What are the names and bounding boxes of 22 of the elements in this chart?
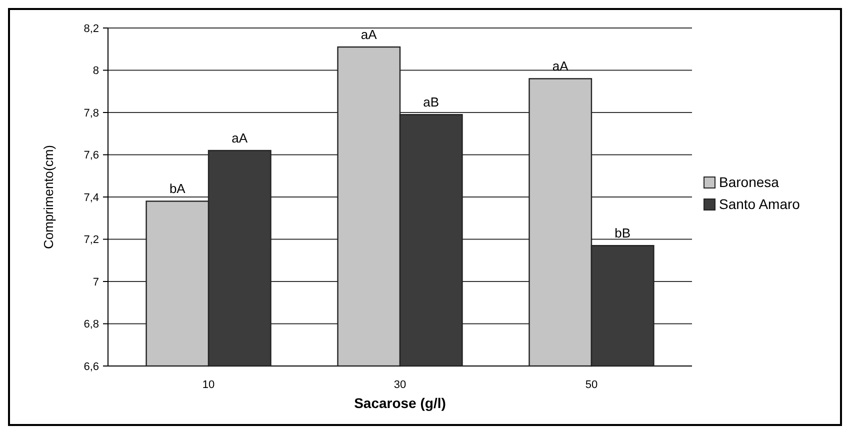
y-tick-label: 7,6 bbox=[84, 150, 99, 162]
annotation: bA bbox=[169, 181, 186, 196]
y-tick-label: 8,2 bbox=[84, 22, 99, 35]
annotation: aA bbox=[232, 130, 248, 146]
annotation: aB bbox=[423, 94, 440, 110]
annotation: aA bbox=[360, 27, 378, 42]
x-tick-label: 50 bbox=[585, 379, 598, 391]
y-tick-label: 7 bbox=[92, 276, 99, 288]
legend-label: Baronesa bbox=[719, 174, 780, 190]
x-axis-title: Sacarose (g/l) bbox=[354, 395, 446, 411]
y-tick-label: 8 bbox=[92, 65, 99, 78]
y-tick-label: 6,8 bbox=[84, 318, 99, 331]
annotation: bB bbox=[614, 226, 631, 241]
y-tick-label: 6,6 bbox=[84, 360, 99, 373]
y-axis-title: Comprimento(cm) bbox=[41, 144, 56, 250]
y-tick-label: 7,4 bbox=[84, 192, 99, 204]
y-tick-label: 7,2 bbox=[84, 234, 99, 246]
y-tick-label: 7,8 bbox=[84, 107, 99, 120]
legend-label: Santo Amaro bbox=[719, 196, 800, 212]
x-tick-label: 30 bbox=[394, 379, 406, 391]
x-tick-label: 10 bbox=[202, 379, 215, 391]
annotation: aA bbox=[552, 58, 569, 74]
